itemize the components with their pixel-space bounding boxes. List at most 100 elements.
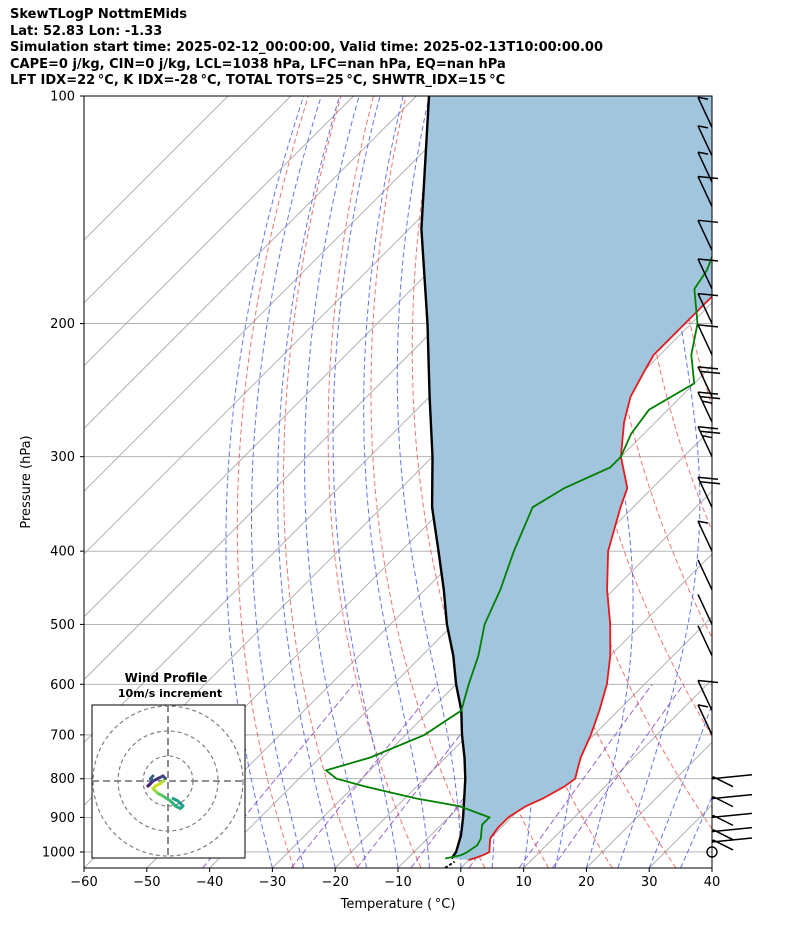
barb-shaft	[697, 559, 713, 591]
barb-feather	[700, 370, 721, 375]
barb-shaft	[697, 96, 713, 128]
y-tick-label: 100	[50, 90, 75, 105]
barb-feather	[697, 96, 709, 101]
isotherm-line	[523, 678, 712, 868]
time-line: Simulation start time: 2025-02-12_00:00:…	[10, 40, 603, 55]
x-tick-label: −40	[196, 875, 223, 890]
wind-barb	[697, 324, 719, 356]
wind-barb	[697, 679, 719, 711]
barb-shaft	[697, 125, 713, 157]
x-tick-label: −20	[321, 875, 348, 890]
barb-feather	[697, 324, 719, 328]
wind-barb	[697, 704, 713, 736]
x-tick-label: 0	[457, 875, 465, 890]
wind-barb	[711, 773, 753, 788]
moist-adiabat-line	[680, 795, 712, 868]
barb-staff	[711, 826, 753, 833]
moist-adiabat-line	[304, 96, 368, 868]
surface-marker	[444, 860, 456, 868]
wind-barb	[697, 292, 719, 324]
moist-adiabat-line	[648, 703, 712, 868]
isotherm-line	[84, 96, 543, 555]
location-line: Lat: 52.83 Lon: -1.33	[10, 23, 163, 39]
wind-barb	[711, 793, 753, 808]
x-tick-label: 40	[704, 875, 721, 890]
isotherm-line	[84, 96, 292, 304]
barb-shaft	[697, 176, 713, 207]
barb-feather	[697, 366, 719, 370]
moist-adiabat-line	[396, 96, 462, 868]
dry-adiabat-line	[283, 96, 358, 868]
barb-staff	[711, 793, 753, 800]
hodograph-subtitle: 10m/s increment	[118, 687, 222, 700]
wind-barb	[697, 520, 713, 552]
moist-adiabat-line	[363, 96, 430, 868]
barb-feather	[700, 481, 721, 485]
barb-feather	[697, 175, 719, 180]
moist-adiabat-line	[225, 96, 305, 868]
barb-shaft	[697, 520, 713, 552]
x-tick-label: 10	[515, 875, 532, 890]
hodograph-inset: Wind Profile 10m/s increment	[91, 671, 246, 859]
dry-adiabat-line	[370, 96, 486, 868]
wind-barb	[697, 476, 721, 508]
x-tick-label: −60	[70, 875, 97, 890]
dry-adiabat-line	[698, 96, 712, 241]
barb-shaft	[697, 625, 713, 657]
temperature-line	[468, 295, 712, 861]
wind-barb	[697, 175, 719, 207]
barb-shaft	[697, 594, 713, 625]
hodograph-plot	[92, 705, 245, 858]
cape-line: CAPE=0 j/kg, CIN=0 j/kg, LCL=1038 hPa, L…	[10, 56, 506, 72]
moist-adiabat-line	[277, 96, 341, 868]
moist-adiabat-line	[617, 96, 701, 868]
barb-feather	[702, 400, 713, 404]
wind-barb	[697, 366, 721, 398]
y-tick-label: 400	[50, 545, 75, 560]
dry-adiabat-line	[764, 96, 794, 868]
mixing-ratio-line	[552, 684, 685, 868]
dry-adiabat-line	[731, 96, 794, 868]
barb-feather	[697, 258, 719, 262]
y-tick-label: 700	[50, 728, 75, 743]
barb-staff	[711, 812, 753, 819]
barb-staff	[711, 773, 753, 780]
wind-barb	[697, 96, 713, 128]
barb-feather	[700, 395, 721, 400]
wind-barb	[697, 219, 719, 251]
y-axis-label: Pressure (hPa)	[19, 435, 34, 528]
barb-feather	[700, 430, 721, 434]
dewpoint-line	[324, 254, 712, 860]
moist-adiabat-line	[251, 96, 322, 868]
y-tick-label: 300	[50, 450, 75, 465]
wind-barb	[697, 151, 713, 183]
isotherm-line	[84, 96, 354, 367]
cin-shading	[421, 96, 712, 861]
isotherm-line	[84, 96, 480, 492]
barb-feather	[697, 679, 719, 684]
barb-feather	[697, 391, 719, 395]
barb-shaft	[697, 151, 713, 183]
moist-adiabat-line	[743, 96, 794, 868]
wind-barb	[697, 594, 713, 625]
y-tick-label: 900	[50, 811, 75, 826]
wind-barb	[697, 258, 719, 290]
barb-feather	[697, 151, 709, 155]
x-tick-label: −10	[384, 875, 411, 890]
x-tick-label: 30	[641, 875, 658, 890]
barb-feather	[697, 292, 719, 297]
wind-barb	[697, 425, 721, 458]
hodograph-segment	[161, 794, 172, 803]
moist-adiabat-line	[711, 866, 712, 868]
y-tick-label: 500	[50, 618, 75, 633]
barb-feather	[697, 425, 719, 430]
barb-feather	[697, 476, 719, 481]
y-tick-label: 600	[50, 678, 75, 693]
barb-shaft	[697, 258, 713, 290]
moist-adiabat-line	[332, 96, 399, 868]
index-line: LFT IDX=22 °C, K IDX=-28 °C, TOTAL TOTS=…	[10, 73, 506, 88]
isotherm-line	[84, 96, 417, 430]
barb-shaft	[697, 324, 713, 356]
barb-shaft	[697, 704, 713, 736]
